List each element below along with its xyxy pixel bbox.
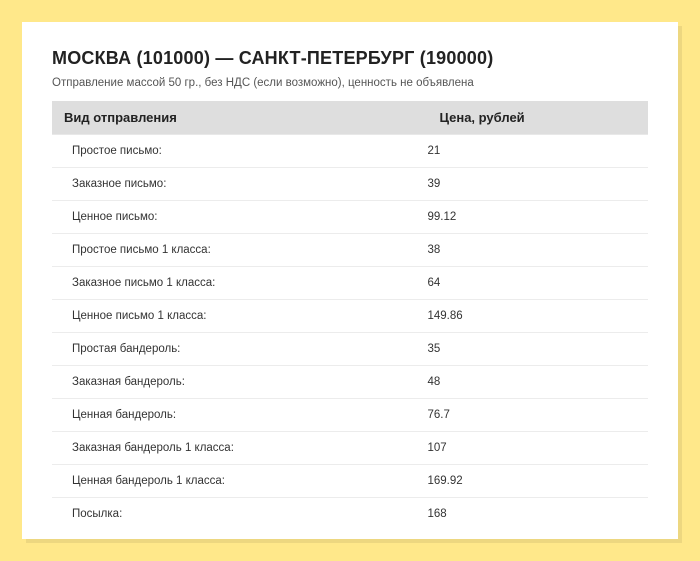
- row-price: 39: [427, 168, 648, 201]
- row-label: Ценная бандероль 1 класса:: [52, 465, 427, 498]
- table-header-row: Вид отправления Цена, рублей: [52, 101, 648, 135]
- table-row: Заказная бандероль: 48: [52, 366, 648, 399]
- row-label: Ценное письмо:: [52, 201, 427, 234]
- table-row: Простое письмо 1 класса: 38: [52, 234, 648, 267]
- table-row: Простая бандероль: 35: [52, 333, 648, 366]
- row-price: 35: [427, 333, 648, 366]
- row-price: 169.92: [427, 465, 648, 498]
- table-row: Ценная бандероль 1 класса: 169.92: [52, 465, 648, 498]
- pricing-card: МОСКВА (101000) — САНКТ-ПЕТЕРБУРГ (19000…: [22, 22, 678, 539]
- pricing-table: Вид отправления Цена, рублей Простое пис…: [52, 101, 648, 530]
- row-label: Простое письмо 1 класса:: [52, 234, 427, 267]
- row-label: Заказная бандероль:: [52, 366, 427, 399]
- row-price: 21: [427, 135, 648, 168]
- row-price: 149.86: [427, 300, 648, 333]
- table-row: Заказное письмо 1 класса: 64: [52, 267, 648, 300]
- page-title: МОСКВА (101000) — САНКТ-ПЕТЕРБУРГ (19000…: [52, 48, 648, 69]
- row-price: 64: [427, 267, 648, 300]
- row-label: Заказная бандероль 1 класса:: [52, 432, 427, 465]
- table-row: Ценное письмо: 99.12: [52, 201, 648, 234]
- table-row: Простое письмо: 21: [52, 135, 648, 168]
- col-header-type: Вид отправления: [52, 101, 427, 135]
- row-price: 168: [427, 498, 648, 531]
- table-row: Посылка: 168: [52, 498, 648, 531]
- col-header-price: Цена, рублей: [427, 101, 648, 135]
- row-label: Простая бандероль:: [52, 333, 427, 366]
- row-price: 48: [427, 366, 648, 399]
- row-price: 99.12: [427, 201, 648, 234]
- row-label: Простое письмо:: [52, 135, 427, 168]
- row-label: Посылка:: [52, 498, 427, 531]
- row-label: Заказное письмо 1 класса:: [52, 267, 427, 300]
- page-subtitle: Отправление массой 50 гр., без НДС (если…: [52, 77, 648, 89]
- row-label: Заказное письмо:: [52, 168, 427, 201]
- table-body: Простое письмо: 21 Заказное письмо: 39 Ц…: [52, 135, 648, 531]
- table-row: Ценное письмо 1 класса: 149.86: [52, 300, 648, 333]
- row-label: Ценное письмо 1 класса:: [52, 300, 427, 333]
- table-row: Заказная бандероль 1 класса: 107: [52, 432, 648, 465]
- row-label: Ценная бандероль:: [52, 399, 427, 432]
- row-price: 107: [427, 432, 648, 465]
- table-row: Заказное письмо: 39: [52, 168, 648, 201]
- table-row: Ценная бандероль: 76.7: [52, 399, 648, 432]
- row-price: 76.7: [427, 399, 648, 432]
- row-price: 38: [427, 234, 648, 267]
